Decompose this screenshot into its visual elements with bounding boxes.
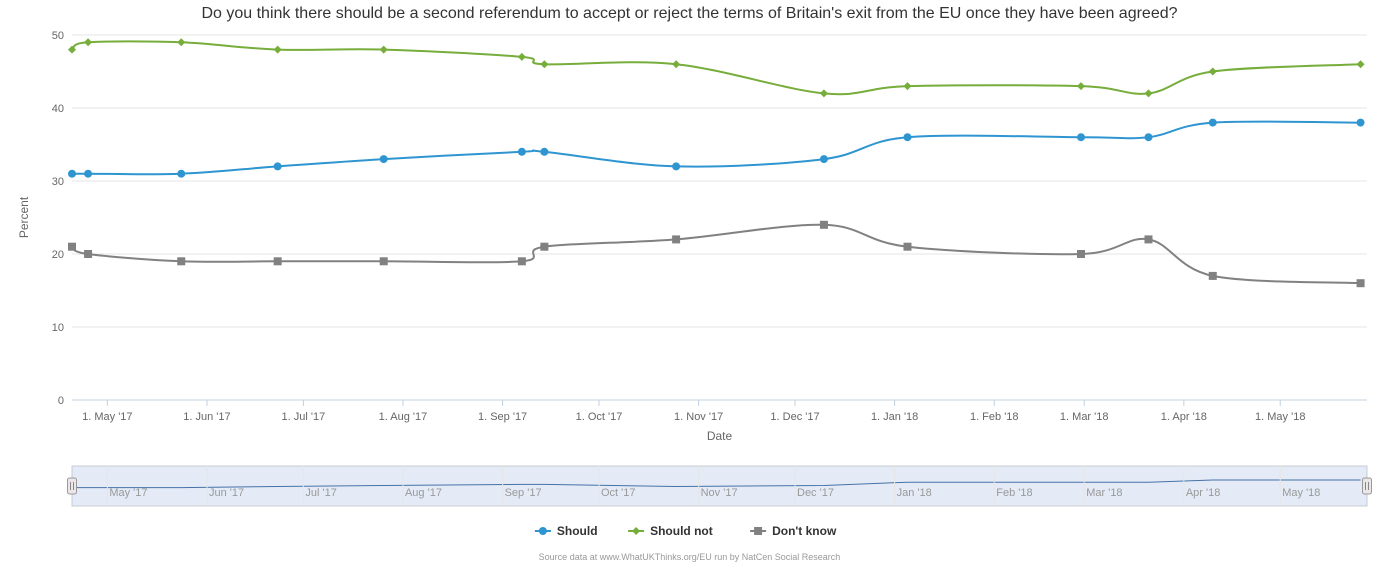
- series-marker[interactable]: [84, 170, 92, 178]
- navigator-tick-label: Jun '17: [209, 487, 244, 499]
- chart-root: Do you think there should be a second re…: [0, 0, 1379, 574]
- series-marker[interactable]: [274, 162, 282, 170]
- series-marker[interactable]: [177, 38, 185, 46]
- y-tick-label: 40: [52, 103, 64, 115]
- series-marker[interactable]: [540, 148, 548, 156]
- series-marker[interactable]: [177, 170, 185, 178]
- series-marker[interactable]: [380, 46, 388, 54]
- series-marker[interactable]: [177, 257, 185, 265]
- series-marker[interactable]: [1077, 82, 1085, 90]
- legend-marker[interactable]: [539, 527, 547, 535]
- navigator-tick-label: Jan '18: [897, 487, 932, 499]
- navigator-tick-label: Dec '17: [797, 487, 834, 499]
- series-marker[interactable]: [820, 155, 828, 163]
- series-marker[interactable]: [68, 243, 76, 251]
- series-marker[interactable]: [274, 257, 282, 265]
- series-marker[interactable]: [903, 133, 911, 141]
- series-marker[interactable]: [1209, 68, 1217, 76]
- navigator-handle-left[interactable]: [68, 478, 77, 494]
- y-tick-label: 30: [52, 176, 64, 188]
- series-marker[interactable]: [672, 235, 680, 243]
- plot-area: 0 10 20 30 40 50 Percent 1. May '17 1. Jun '17 1.…: [17, 30, 1367, 443]
- series-marker[interactable]: [84, 250, 92, 258]
- series-marker[interactable]: [1144, 89, 1152, 97]
- series-line: [72, 41, 1361, 94]
- navigator-tick-label: May '17: [109, 487, 147, 499]
- legend-label[interactable]: Should not: [650, 524, 713, 538]
- series-marker[interactable]: [1077, 133, 1085, 141]
- x-tick-label: 1. Oct '17: [576, 411, 623, 423]
- x-tick-label: 1. Jun '17: [183, 411, 230, 423]
- x-tick-label: 1. Feb '18: [970, 411, 1019, 423]
- navigator-tick-label: Oct '17: [601, 487, 636, 499]
- series-marker[interactable]: [518, 53, 526, 61]
- series-marker[interactable]: [903, 82, 911, 90]
- series-line: [72, 122, 1361, 175]
- y-axis-label: Percent: [17, 196, 31, 238]
- y-tick-label: 0: [58, 395, 64, 407]
- legend-label[interactable]: Don't know: [772, 524, 837, 538]
- x-axis-label: Date: [707, 429, 733, 443]
- series-marker[interactable]: [1357, 60, 1365, 68]
- x-tick-label: 1. May '17: [82, 411, 132, 423]
- chart-title: Do you think there should be a second re…: [201, 5, 1177, 22]
- series-marker[interactable]: [540, 243, 548, 251]
- legend-marker[interactable]: [632, 527, 640, 535]
- x-tick-label: 1. Sep '17: [478, 411, 527, 423]
- series-marker[interactable]: [903, 243, 911, 251]
- series-marker[interactable]: [1144, 235, 1152, 243]
- series-marker[interactable]: [1077, 250, 1085, 258]
- navigator-tick-label: May '18: [1282, 487, 1320, 499]
- x-tick-label: 1. Apr '18: [1161, 411, 1207, 423]
- series-marker[interactable]: [672, 162, 680, 170]
- x-tick-label: 1. Nov '17: [674, 411, 723, 423]
- series-marker[interactable]: [274, 46, 282, 54]
- y-tick-label: 10: [52, 322, 64, 334]
- series-marker[interactable]: [68, 170, 76, 178]
- series-marker[interactable]: [518, 148, 526, 156]
- credits-text: Source data at www.WhatUKThinks.org/EU r…: [539, 552, 841, 562]
- legend-label[interactable]: Should: [557, 524, 598, 538]
- series-marker[interactable]: [1357, 279, 1365, 287]
- x-tick-label: 1. Jan '18: [871, 411, 918, 423]
- navigator-tick-label: Sep '17: [505, 487, 542, 499]
- series-marker[interactable]: [380, 257, 388, 265]
- navigator-handle-right[interactable]: [1363, 478, 1372, 494]
- series-marker[interactable]: [1144, 133, 1152, 141]
- x-tick-label: 1. Jul '17: [282, 411, 326, 423]
- series-marker[interactable]: [540, 60, 548, 68]
- y-tick-label: 20: [52, 249, 64, 261]
- series-marker[interactable]: [1209, 119, 1217, 127]
- navigator-tick-label: Mar '18: [1086, 487, 1122, 499]
- series-marker[interactable]: [1209, 272, 1217, 280]
- series-marker[interactable]: [380, 155, 388, 163]
- navigator-tick-label: Feb '18: [996, 487, 1032, 499]
- series-marker[interactable]: [1357, 119, 1365, 127]
- x-tick-label: 1. Mar '18: [1060, 411, 1109, 423]
- navigator-tick-label: Nov '17: [701, 487, 738, 499]
- series-marker[interactable]: [820, 89, 828, 97]
- legend[interactable]: Should Should not Don't know: [535, 524, 837, 538]
- navigator-tick-label: Jul '17: [305, 487, 336, 499]
- x-tick-label: 1. May '18: [1255, 411, 1305, 423]
- y-tick-label: 50: [52, 30, 64, 42]
- series-marker[interactable]: [84, 38, 92, 46]
- x-tick-label: 1. Dec '17: [770, 411, 819, 423]
- navigator[interactable]: May '17 Jun '17 Jul '17 Aug '17 Sep '17 Oct '…: [68, 466, 1372, 506]
- series-marker[interactable]: [820, 221, 828, 229]
- series-marker[interactable]: [672, 60, 680, 68]
- series-marker[interactable]: [518, 257, 526, 265]
- navigator-tick-label: Apr '18: [1186, 487, 1221, 499]
- navigator-tick-label: Aug '17: [405, 487, 442, 499]
- x-tick-label: 1. Aug '17: [379, 411, 428, 423]
- legend-marker[interactable]: [754, 527, 762, 535]
